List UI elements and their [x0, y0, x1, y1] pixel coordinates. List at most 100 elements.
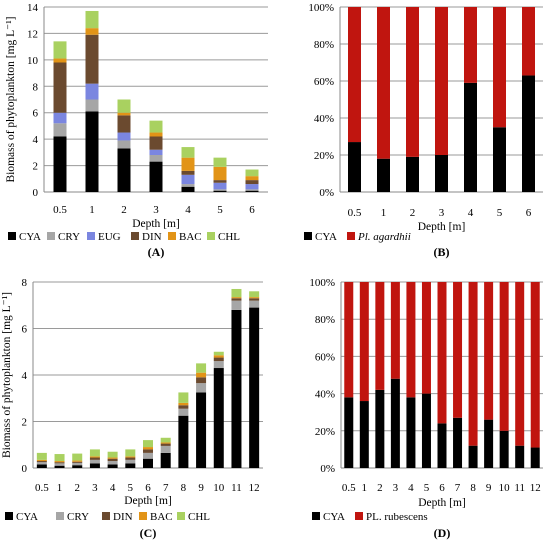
bar-segment-cya: [493, 127, 506, 192]
bar-segment-bac: [178, 402, 189, 406]
y-tick-label: 6: [22, 324, 28, 336]
bar-segment-cya: [149, 161, 163, 192]
bar-segment-chl: [53, 41, 67, 59]
bar-segment-cya: [36, 464, 47, 468]
bar-segment-chl: [117, 99, 131, 113]
bar-segment-cya: [196, 392, 207, 468]
bar-segment-cya: [348, 142, 361, 192]
x-tick-label: 8: [181, 482, 187, 494]
bar-segment-chl: [160, 437, 171, 443]
bar-segment-chl: [178, 392, 189, 403]
bar-segment-cry: [249, 300, 260, 308]
bar-segment-cya: [53, 136, 67, 192]
bar-segment-bac: [213, 355, 224, 358]
bar-segment-eug: [181, 174, 195, 185]
bar-segment-bac: [213, 166, 227, 181]
bar-segment-chl: [125, 449, 136, 457]
bar-segment-cya: [437, 423, 447, 468]
x-tick-label: 6: [145, 482, 151, 494]
legend-swatch: [207, 232, 215, 240]
bar-segment-species: [522, 7, 535, 76]
bar-segment-cya: [249, 307, 260, 468]
y-tick-label: 2: [22, 417, 28, 429]
legend-label: CHL: [188, 511, 210, 523]
bar-segment-chl: [213, 157, 227, 167]
bar-segment-din: [36, 461, 47, 463]
bar-segment-chl: [196, 363, 207, 373]
x-tick-label: 3: [393, 482, 399, 494]
bar-segment-bac: [149, 132, 163, 137]
legend-swatch: [312, 512, 320, 520]
x-tick-label: 6: [526, 207, 532, 219]
y-tick-label: 12: [27, 28, 38, 40]
bar-segment-din: [85, 34, 99, 84]
bar-segment-cya: [515, 445, 525, 468]
bar-segment-bac: [160, 442, 171, 444]
bar-segment-cry: [72, 462, 83, 466]
bar-segment-bac: [85, 28, 99, 35]
bar-segment-cry: [143, 452, 153, 459]
legend-label: BAC: [179, 231, 202, 243]
bar-segment-cya: [406, 156, 419, 192]
bar-segment-cya: [231, 309, 242, 468]
y-tick-label: 20%: [315, 426, 335, 438]
legend-swatch: [56, 512, 64, 520]
x-tick-label: 7: [163, 482, 169, 494]
bar-segment-chl: [107, 451, 118, 458]
bar-segment-chl: [181, 147, 195, 158]
bar-segment-cry: [36, 462, 47, 465]
bar-segment-cya: [89, 463, 100, 468]
bar-segment-cya: [530, 447, 540, 468]
legend-swatch: [47, 232, 55, 240]
bar-segment-cya: [344, 397, 354, 468]
bar-segment-din: [107, 458, 118, 462]
x-tick-label: 5: [497, 207, 503, 219]
legend-label: PL. rubescens: [366, 511, 428, 523]
bar-segment-species: [421, 282, 431, 394]
bar-segment-bac: [181, 157, 195, 171]
x-tick-label: 0.5: [35, 482, 49, 494]
bar-segment-din: [89, 457, 100, 460]
bar-segment-bac: [231, 297, 242, 299]
x-tick-label: 4: [185, 204, 191, 216]
bar-segment-species: [390, 282, 400, 379]
y-tick-label: 20%: [314, 150, 334, 162]
x-axis-label: Depth [m]: [418, 497, 466, 509]
bar-segment-species: [406, 282, 416, 398]
y-tick-label: 4: [33, 134, 39, 146]
x-tick-label: 12: [249, 482, 260, 494]
legend-label: Pl. agardhii: [357, 231, 411, 243]
y-tick-label: 80%: [314, 39, 334, 51]
bar-segment-species: [468, 282, 478, 446]
legend-swatch: [168, 232, 176, 240]
legend-label: EUG: [98, 231, 121, 243]
bar-segment-cya: [72, 465, 83, 468]
bar-segment-cry: [245, 189, 259, 191]
bar-segment-eug: [117, 132, 131, 141]
panel-label: (D): [434, 526, 451, 540]
bar-segment-cya: [85, 111, 99, 192]
bar-segment-din: [196, 377, 207, 384]
bar-segment-chl: [231, 288, 242, 298]
y-tick-label: 0: [22, 463, 28, 475]
bar-segment-cya: [499, 430, 509, 468]
bar-segment-cry: [231, 300, 242, 310]
x-tick-label: 11: [514, 482, 525, 494]
y-tick-label: 2: [33, 161, 39, 173]
bar-segment-eug: [85, 83, 99, 100]
x-tick-label: 9: [486, 482, 492, 494]
y-tick-label: 80%: [315, 314, 335, 326]
x-tick-label: 11: [231, 482, 242, 494]
legend-swatch: [177, 512, 185, 520]
legend-label: CYA: [323, 511, 345, 523]
bar-segment-species: [344, 282, 354, 398]
x-tick-label: 2: [74, 482, 80, 494]
y-axis-label: Biomass of phytoplankton [mg L⁻¹]: [5, 16, 17, 182]
bar-segment-cya: [377, 158, 390, 192]
bar-segment-cya: [390, 378, 400, 468]
y-tick-label: 10: [27, 55, 39, 67]
y-tick-label: 6: [33, 108, 39, 120]
legend-label: CRY: [67, 511, 89, 523]
x-tick-label: 2: [121, 204, 127, 216]
